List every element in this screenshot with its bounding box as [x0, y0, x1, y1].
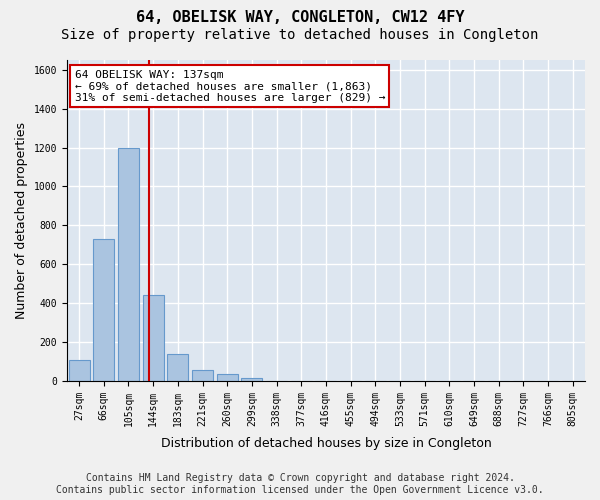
Text: 64 OBELISK WAY: 137sqm
← 69% of detached houses are smaller (1,863)
31% of semi-: 64 OBELISK WAY: 137sqm ← 69% of detached… [74, 70, 385, 103]
Bar [241, 378, 262, 381]
Text: 64, OBELISK WAY, CONGLETON, CW12 4FY: 64, OBELISK WAY, CONGLETON, CW12 4FY [136, 10, 464, 25]
Text: Contains HM Land Registry data © Crown copyright and database right 2024.
Contai: Contains HM Land Registry data © Crown c… [56, 474, 544, 495]
Bar [94, 239, 114, 381]
Bar [68, 360, 89, 381]
X-axis label: Distribution of detached houses by size in Congleton: Distribution of detached houses by size … [161, 437, 491, 450]
Bar [217, 374, 238, 381]
Text: Size of property relative to detached houses in Congleton: Size of property relative to detached ho… [61, 28, 539, 42]
Bar [118, 148, 139, 381]
Y-axis label: Number of detached properties: Number of detached properties [15, 122, 28, 319]
Bar [192, 370, 213, 381]
Bar [143, 296, 164, 381]
Bar [167, 354, 188, 381]
